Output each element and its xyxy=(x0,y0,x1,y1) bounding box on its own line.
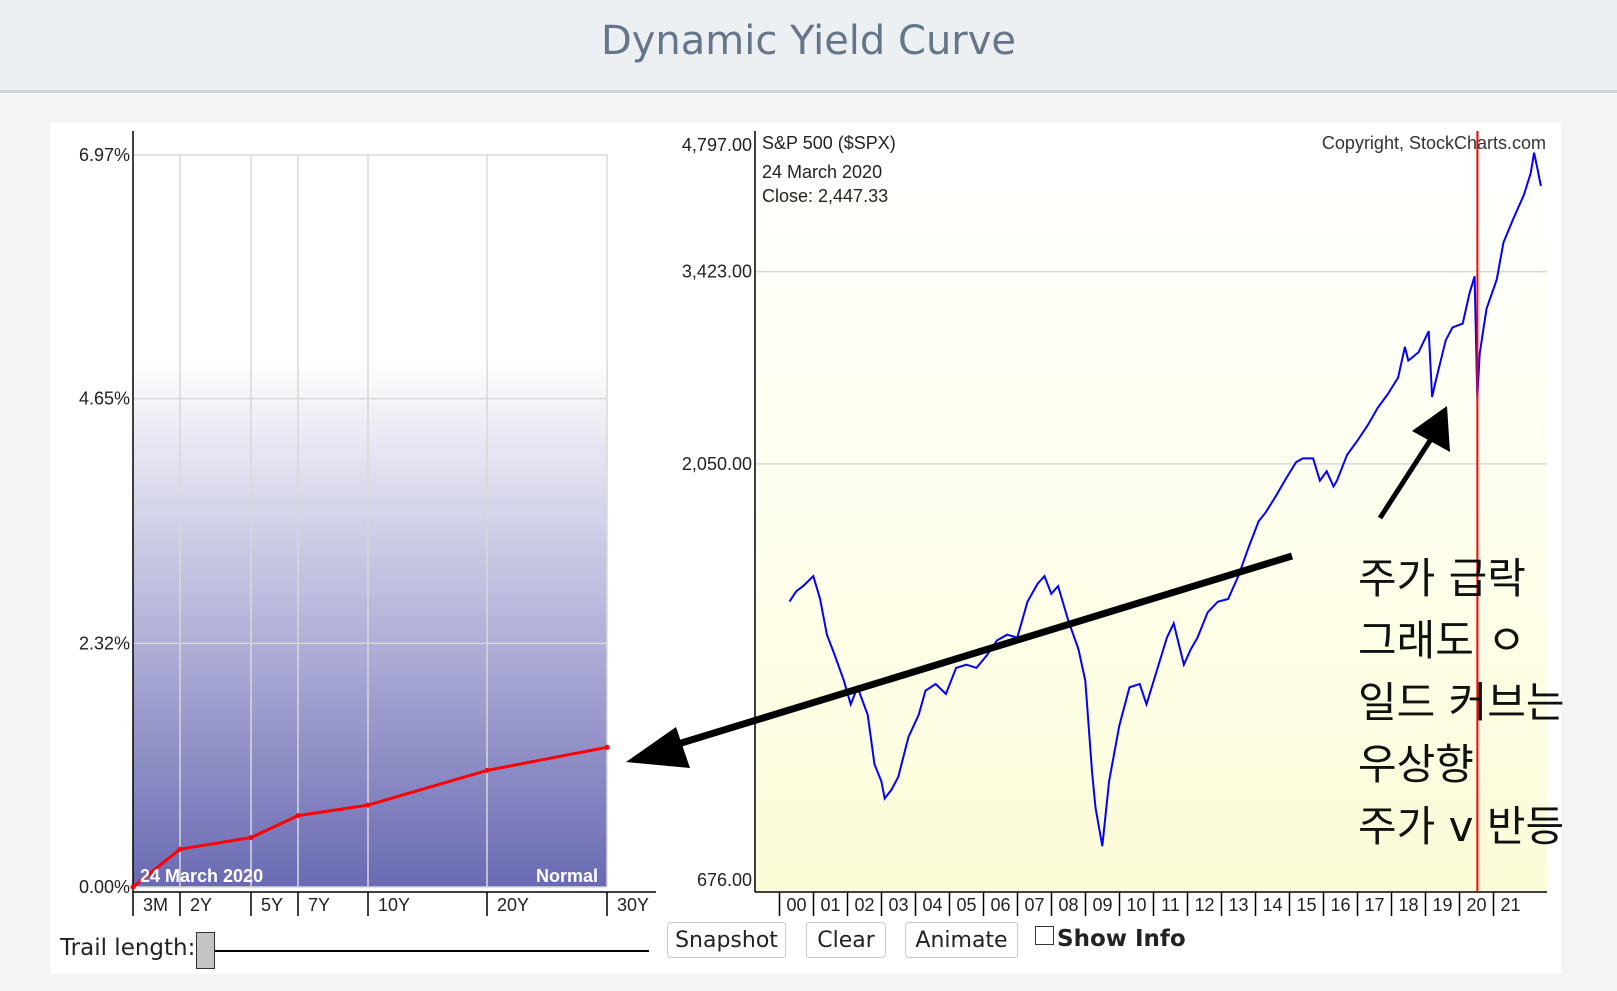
annotation-line: 일드 커브는 xyxy=(1358,678,1565,727)
yield-x-tick-label: 10Y xyxy=(378,895,410,915)
yield-y-tick-label: 2.32% xyxy=(79,633,130,653)
sp500-x-tick-label: 09 xyxy=(1092,895,1112,915)
sp500-y-tick-labels: 4,797.00 3,423.00 2,050.00 676.00 xyxy=(682,135,752,890)
yield-curve-point xyxy=(484,767,490,773)
sp500-copyright: Copyright, StockCharts.com xyxy=(1322,133,1546,153)
sp500-y-tick-label: 676.00 xyxy=(697,870,752,890)
sp500-x-tick-label: 02 xyxy=(854,895,874,915)
sp500-y-tick-label: 2,050.00 xyxy=(682,454,752,474)
annotation-line: 우상향 xyxy=(1358,740,1474,789)
yield-date-label: 24 March 2020 xyxy=(140,866,263,886)
yield-x-tick-label: 30Y xyxy=(617,895,649,915)
sp500-x-tick-label: 04 xyxy=(922,895,942,915)
yield-plot-background xyxy=(133,155,607,887)
sp500-x-tick-label: 12 xyxy=(1194,895,1214,915)
sp500-x-tick-label: 20 xyxy=(1466,895,1486,915)
trail-length-track[interactable] xyxy=(203,950,649,952)
trail-length-label: Trail length: xyxy=(60,935,196,961)
show-info-checkbox[interactable] xyxy=(1035,926,1054,945)
sp500-y-tick-label: 3,423.00 xyxy=(682,262,752,282)
yield-curve-point xyxy=(248,835,254,841)
yield-x-tick-label: 5Y xyxy=(261,895,283,915)
yield-x-tick-labels: 3M 2Y 5Y 7Y 10Y 20Y 30Y xyxy=(132,892,649,916)
show-info-toggle[interactable]: Show Info xyxy=(1035,926,1186,952)
sp500-x-tick-label: 08 xyxy=(1058,895,1078,915)
yield-x-tick-label: 3M xyxy=(143,895,168,915)
page-title: Dynamic Yield Curve xyxy=(600,18,1017,64)
yield-grid xyxy=(133,154,608,888)
yield-curve-point xyxy=(295,813,301,819)
yield-y-tick-labels: 6.97% 4.65% 2.32% 0.00% xyxy=(79,145,130,897)
sp500-x-tick-label: 00 xyxy=(786,895,806,915)
yield-curve-point xyxy=(365,802,371,808)
sp500-title: S&P 500 ($SPX) xyxy=(762,133,896,153)
trail-length-handle[interactable] xyxy=(196,932,215,969)
sp500-y-tick-label: 4,797.00 xyxy=(682,135,752,155)
sp500-close-label: Close: 2,447.33 xyxy=(762,186,888,206)
sp500-x-tick-label: 14 xyxy=(1262,895,1282,915)
yield-curve-point xyxy=(604,744,610,750)
annotation-line: 그래도 ㅇ xyxy=(1358,616,1526,665)
yield-curve-point xyxy=(177,846,183,852)
sp500-x-tick-label: 19 xyxy=(1432,895,1452,915)
sp500-x-tick-label: 05 xyxy=(956,895,976,915)
sp500-x-tick-label: 16 xyxy=(1330,895,1350,915)
annotation-arrow-to-crash xyxy=(1377,406,1450,520)
yield-y-tick-label: 0.00% xyxy=(79,877,130,897)
sp500-x-tick-label: 06 xyxy=(990,895,1010,915)
sp500-x-tick-labels: 00 01 02 03 04 05 06 07 08 09 10 11 12 13 14 15 16 17 18 19… xyxy=(778,892,1521,916)
yield-x-tick-label: 20Y xyxy=(497,895,529,915)
page-header: Dynamic Yield Curve xyxy=(0,0,1617,93)
yield-x-tick-label: 2Y xyxy=(190,895,212,915)
animate-button[interactable]: Animate xyxy=(905,922,1018,958)
annotation-line: 주가 급락 xyxy=(1358,554,1526,603)
sp500-plot-background xyxy=(755,131,1547,891)
sp500-date-label: 24 March 2020 xyxy=(762,162,882,182)
yield-curve-point xyxy=(130,884,136,890)
sp500-x-tick-label: 21 xyxy=(1500,895,1520,915)
yield-y-tick-label: 6.97% xyxy=(79,145,130,165)
snapshot-button[interactable]: Snapshot xyxy=(667,922,786,958)
sp500-x-tick-label: 10 xyxy=(1126,895,1146,915)
annotation-arrow-to-yield xyxy=(626,552,1294,768)
yield-status-label: Normal xyxy=(536,866,598,886)
annotation-text: 주가 급락 그래도 ㅇ 일드 커브는 우상향 주가 v 반등 xyxy=(1358,548,1565,858)
yield-curve-points xyxy=(130,744,610,890)
sp500-x-tick-label: 03 xyxy=(888,895,908,915)
annotation-line: 주가 v 반등 xyxy=(1358,802,1565,851)
sp500-x-tick-label: 11 xyxy=(1161,895,1180,915)
sp500-x-tick-label: 15 xyxy=(1296,895,1316,915)
sp500-x-tick-label: 13 xyxy=(1228,895,1248,915)
yield-y-tick-label: 4.65% xyxy=(79,389,130,409)
sp500-x-tick-label: 17 xyxy=(1364,895,1384,915)
show-info-label: Show Info xyxy=(1057,926,1186,952)
sp500-x-tick-label: 07 xyxy=(1024,895,1044,915)
sp500-x-tick-label: 18 xyxy=(1398,895,1418,915)
yield-x-tick-label: 7Y xyxy=(308,895,330,915)
sp500-x-tick-label: 01 xyxy=(820,895,840,915)
clear-button[interactable]: Clear xyxy=(806,922,886,958)
sp500-price-line xyxy=(788,152,1542,847)
